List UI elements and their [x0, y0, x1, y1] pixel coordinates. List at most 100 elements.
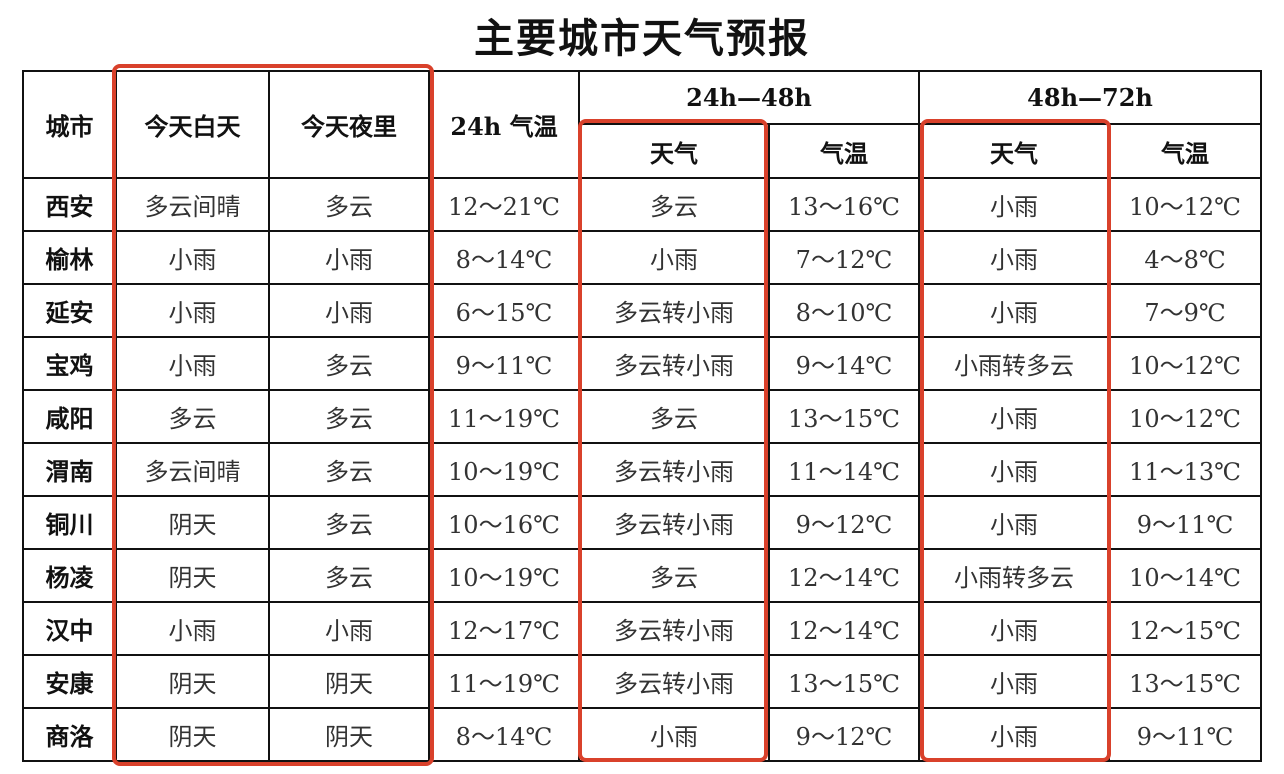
header-today-day: 今天白天	[115, 70, 270, 179]
cell-temp-48-72h: 10～12℃	[1108, 336, 1263, 391]
cell-weather-24-48h: 多云	[578, 177, 770, 232]
cell-today-night: 多云	[268, 389, 430, 444]
cell-today-day: 多云间晴	[115, 177, 270, 232]
cell-city: 铜川	[22, 495, 117, 550]
cell-weather-24-48h: 多云转小雨	[578, 442, 770, 497]
cell-temp-48-72h: 10～12℃	[1108, 177, 1263, 232]
cell-today-night: 多云	[268, 548, 430, 603]
cell-temp-24-48h: 9～12℃	[767, 495, 921, 550]
cell-weather-24-48h: 多云转小雨	[578, 495, 770, 550]
cell-city: 宝鸡	[22, 336, 117, 391]
cell-temp-24-48h: 9～12℃	[767, 707, 921, 762]
cell-temp-24-48h: 8～10℃	[767, 283, 921, 338]
cell-city: 商洛	[22, 707, 117, 762]
cell-today-night: 多云	[268, 177, 430, 232]
table-row: 汉中 小雨 小雨 12～17℃ 多云转小雨 12～14℃ 小雨 12～15℃	[22, 601, 1263, 656]
header-city: 城市	[22, 70, 117, 179]
cell-today-day: 小雨	[115, 230, 270, 285]
cell-weather-24-48h: 小雨	[578, 707, 770, 762]
cell-temp-24-48h: 12～14℃	[767, 601, 921, 656]
cell-temp-24h: 8～14℃	[428, 707, 580, 762]
table-row: 铜川 阴天 多云 10～16℃ 多云转小雨 9～12℃ 小雨 9～11℃	[22, 495, 1263, 550]
cell-temp-24-48h: 11～14℃	[767, 442, 921, 497]
table-row: 榆林 小雨 小雨 8～14℃ 小雨 7～12℃ 小雨 4～8℃	[22, 230, 1263, 285]
cell-weather-48-72h: 小雨	[918, 495, 1111, 550]
cell-weather-48-72h: 小雨转多云	[918, 548, 1111, 603]
cell-temp-24-48h: 12～14℃	[767, 548, 921, 603]
cell-temp-48-72h: 13～15℃	[1108, 654, 1263, 709]
cell-today-night: 小雨	[268, 230, 430, 285]
cell-temp-24h: 6～15℃	[428, 283, 580, 338]
cell-city: 安康	[22, 654, 117, 709]
table-row: 咸阳 多云 多云 11～19℃ 多云 13～15℃ 小雨 10～12℃	[22, 389, 1263, 444]
cell-today-day: 阴天	[115, 654, 270, 709]
cell-city: 延安	[22, 283, 117, 338]
table-row: 安康 阴天 阴天 11～19℃ 多云转小雨 13～15℃ 小雨 13～15℃	[22, 654, 1263, 709]
cell-today-day: 阴天	[115, 495, 270, 550]
cell-today-night: 小雨	[268, 283, 430, 338]
cell-temp-24h: 12～17℃	[428, 601, 580, 656]
table-row: 杨凌 阴天 多云 10～19℃ 多云 12～14℃ 小雨转多云 10～14℃	[22, 548, 1263, 603]
header-weather-48-72h: 天气	[918, 123, 1111, 179]
cell-today-night: 多云	[268, 442, 430, 497]
cell-temp-24-48h: 13～16℃	[767, 177, 921, 232]
cell-temp-48-72h: 9～11℃	[1108, 495, 1263, 550]
cell-weather-48-72h: 小雨	[918, 283, 1111, 338]
cell-weather-24-48h: 多云转小雨	[578, 336, 770, 391]
cell-today-day: 阴天	[115, 548, 270, 603]
cell-temp-24h: 10～19℃	[428, 442, 580, 497]
cell-weather-48-72h: 小雨	[918, 654, 1111, 709]
cell-weather-48-72h: 小雨转多云	[918, 336, 1111, 391]
header-temp-24-48h: 气温	[767, 123, 921, 179]
cell-weather-48-72h: 小雨	[918, 389, 1111, 444]
cell-weather-48-72h: 小雨	[918, 230, 1111, 285]
header-temp-24h: 24h 气温	[428, 70, 580, 179]
cell-today-night: 多云	[268, 495, 430, 550]
cell-today-day: 多云	[115, 389, 270, 444]
cell-weather-48-72h: 小雨	[918, 707, 1111, 762]
cell-weather-48-72h: 小雨	[918, 442, 1111, 497]
cell-city: 渭南	[22, 442, 117, 497]
table-row: 商洛 阴天 阴天 8～14℃ 小雨 9～12℃ 小雨 9～11℃	[22, 707, 1263, 762]
cell-temp-48-72h: 10～14℃	[1108, 548, 1263, 603]
cell-weather-24-48h: 小雨	[578, 230, 770, 285]
cell-today-day: 多云间晴	[115, 442, 270, 497]
cell-weather-48-72h: 小雨	[918, 601, 1111, 656]
page-title: 主要城市天气预报	[474, 15, 810, 62]
cell-temp-24h: 10～16℃	[428, 495, 580, 550]
header-period-48-72h: 48h—72h	[918, 70, 1263, 125]
cell-city: 汉中	[22, 601, 117, 656]
table-body: 西安 多云间晴 多云 12～21℃ 多云 13～16℃ 小雨 10～12℃ 榆林 小雨 小雨 8～14…	[22, 177, 1263, 762]
cell-temp-24-48h: 9～14℃	[767, 336, 921, 391]
cell-temp-24h: 8～14℃	[428, 230, 580, 285]
cell-weather-24-48h: 多云	[578, 548, 770, 603]
cell-weather-24-48h: 多云转小雨	[578, 283, 770, 338]
cell-temp-48-72h: 4～8℃	[1108, 230, 1263, 285]
cell-weather-24-48h: 多云转小雨	[578, 654, 770, 709]
header-today-night: 今天夜里	[268, 70, 430, 179]
cell-weather-48-72h: 小雨	[918, 177, 1111, 232]
header-temp-48-72h: 气温	[1108, 123, 1263, 179]
cell-temp-24-48h: 13～15℃	[767, 389, 921, 444]
cell-temp-24h: 10～19℃	[428, 548, 580, 603]
cell-temp-48-72h: 7～9℃	[1108, 283, 1263, 338]
table-row: 延安 小雨 小雨 6～15℃ 多云转小雨 8～10℃ 小雨 7～9℃	[22, 283, 1263, 338]
header-period-24-48h: 24h—48h	[577, 70, 921, 125]
cell-temp-24h: 11～19℃	[428, 389, 580, 444]
header-weather-24-48h: 天气	[578, 123, 770, 179]
cell-weather-24-48h: 多云	[578, 389, 770, 444]
cell-today-night: 阴天	[268, 654, 430, 709]
cell-city: 咸阳	[22, 389, 117, 444]
cell-temp-24h: 12～21℃	[428, 177, 580, 232]
cell-today-day: 小雨	[115, 336, 270, 391]
cell-today-night: 小雨	[268, 601, 430, 656]
cell-city: 西安	[22, 177, 117, 232]
table-row: 宝鸡 小雨 多云 9～11℃ 多云转小雨 9～14℃ 小雨转多云 10～12℃	[22, 336, 1263, 391]
cell-temp-24-48h: 13～15℃	[767, 654, 921, 709]
cell-city: 榆林	[22, 230, 117, 285]
cell-temp-24-48h: 7～12℃	[767, 230, 921, 285]
cell-city: 杨凌	[22, 548, 117, 603]
cell-today-day: 阴天	[115, 707, 270, 762]
table-row: 西安 多云间晴 多云 12～21℃ 多云 13～16℃ 小雨 10～12℃	[22, 177, 1263, 232]
cell-today-day: 小雨	[115, 283, 270, 338]
